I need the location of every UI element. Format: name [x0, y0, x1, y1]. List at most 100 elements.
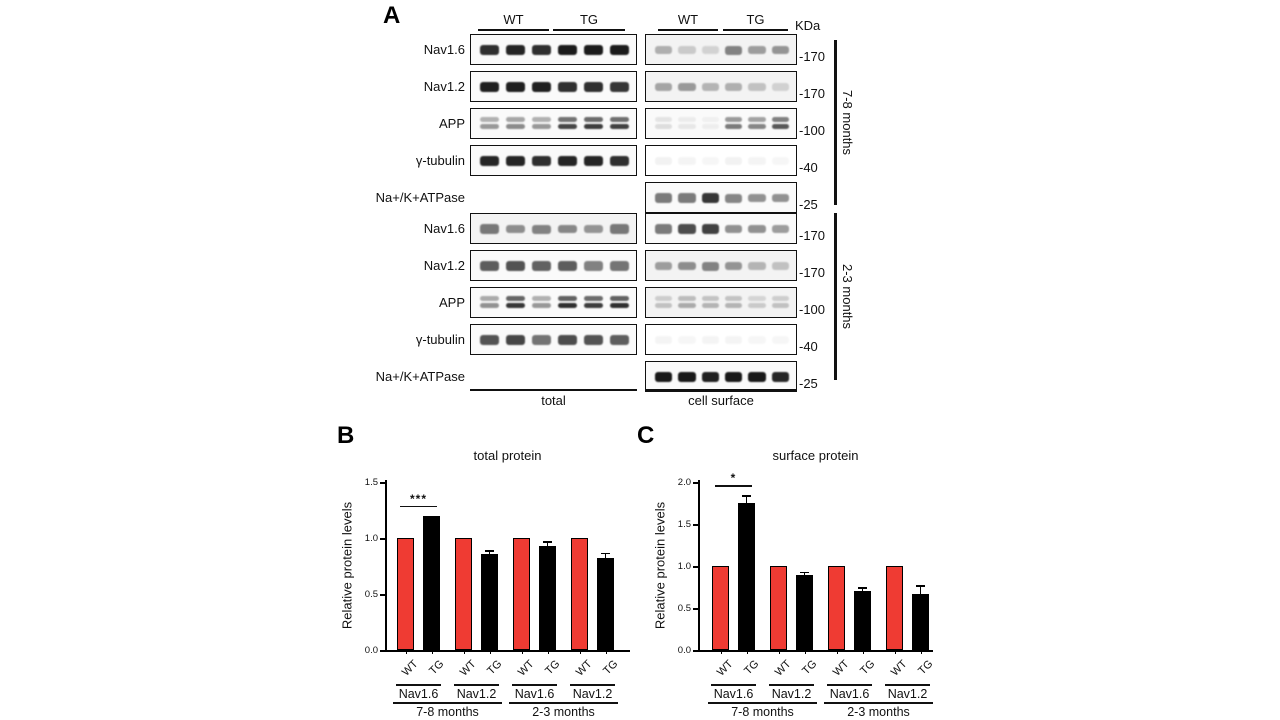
age-group-label: 2-3 months: [847, 705, 910, 719]
blot-box-surface: [645, 34, 797, 65]
bar-wt: [712, 566, 729, 650]
blot-row-label: γ-tubulin: [415, 332, 465, 347]
molecular-weight-label: -170: [799, 86, 826, 101]
kda-unit-label: KDa: [795, 18, 821, 33]
blot-band: [583, 303, 603, 308]
blot-band: [557, 124, 577, 129]
blot-band: [583, 81, 603, 93]
blot-band: [480, 155, 500, 167]
blot-band: [655, 303, 673, 308]
error-bar-line: [604, 552, 607, 559]
y-tick-label: 0.5: [364, 589, 378, 600]
error-bar-cap: [601, 552, 610, 555]
blot-band: [725, 117, 743, 122]
blot-band: [609, 296, 629, 301]
x-tick-label-tg: TG: [600, 658, 620, 678]
blot-band: [583, 124, 603, 129]
blot-band: [480, 44, 500, 56]
protein-group-overline: [512, 684, 557, 686]
protein-group-label: Nav1.2: [887, 687, 928, 701]
blot-band: [701, 261, 719, 271]
bar-tg: [912, 593, 929, 650]
blot-row-label: Nav1.6: [423, 42, 465, 57]
molecular-weight-label: -25: [799, 376, 818, 391]
protein-group-label: Nav1.6: [829, 687, 870, 701]
blot-box-surface: [645, 287, 797, 318]
protein-group-overline: [769, 684, 814, 686]
molecular-weight-label: -100: [799, 123, 826, 138]
protein-group-overline: [827, 684, 872, 686]
x-tick-label-tg: TG: [484, 658, 504, 678]
blot-band: [725, 336, 743, 344]
blot-band: [725, 193, 743, 203]
blot-box-total: [470, 287, 637, 318]
age-group-overline: [824, 702, 933, 704]
lane-header-tg-total: TG: [579, 12, 599, 27]
blot-band: [557, 261, 577, 271]
lane-header-tg-surface: TG: [746, 12, 765, 27]
bar-wt: [455, 538, 472, 650]
y-axis-line: [385, 480, 387, 650]
error-bar-cap: [800, 571, 809, 574]
blot-band: [701, 124, 719, 129]
blot-band: [480, 303, 500, 308]
x-tick-label-tg: TG: [426, 658, 446, 678]
surface-overline: [645, 389, 797, 391]
blot-band: [748, 296, 766, 301]
significance-line: [400, 505, 437, 508]
x-tick-label-tg: TG: [915, 658, 935, 678]
blot-band: [655, 124, 673, 129]
blot-band: [678, 193, 696, 203]
blot-band: [609, 124, 629, 129]
x-tick-label-tg: TG: [799, 658, 819, 678]
protein-group-overline: [396, 684, 441, 686]
blot-box-surface: [645, 182, 797, 213]
blot-row-label: Nav1.2: [423, 79, 465, 94]
blot-band: [557, 44, 577, 56]
panel-a-letter: A: [383, 2, 401, 29]
blot-band: [557, 155, 577, 167]
age-group-overline: [708, 702, 817, 704]
blot-band: [655, 45, 673, 55]
x-tick-mark: [836, 650, 838, 654]
blot-band: [480, 224, 500, 234]
blot-band: [480, 261, 500, 271]
error-bar-line: [861, 587, 864, 592]
blot-band: [609, 117, 629, 122]
blot-band: [506, 44, 526, 56]
x-axis-line: [698, 650, 933, 652]
chart-title: total protein: [473, 448, 542, 463]
blot-band: [678, 303, 696, 308]
blot-band: [748, 303, 766, 308]
blot-band: [771, 124, 789, 129]
blot-band: [532, 303, 552, 308]
blot-band: [506, 334, 526, 346]
bar-wt: [770, 566, 787, 650]
age-label-2-3-months: 2-3 months: [840, 263, 855, 330]
x-tick-mark: [405, 650, 407, 654]
blot-band: [655, 296, 673, 301]
blot-box-surface: [645, 213, 797, 244]
condition-label-surface: cell surface: [688, 393, 754, 408]
blot-band: [557, 81, 577, 93]
bar-tg: [423, 515, 440, 650]
panel-letter-b: B: [337, 422, 355, 449]
blot-band: [748, 45, 766, 55]
blot-band: [506, 124, 526, 129]
bar-tg: [539, 545, 556, 650]
x-tick-mark: [431, 650, 433, 654]
x-tick-label-tg: TG: [542, 658, 562, 678]
blot-band: [557, 303, 577, 308]
y-tick-label: 0.0: [364, 645, 378, 656]
y-tick-mark: [693, 608, 698, 610]
total-overline: [470, 389, 637, 391]
molecular-weight-label: -40: [799, 160, 818, 175]
blot-band: [678, 157, 696, 165]
age-bracket-2-3: [834, 213, 837, 380]
blot-box-surface: [645, 250, 797, 281]
age-group-label: 7-8 months: [731, 705, 794, 719]
blot-band: [557, 117, 577, 122]
blot-band: [480, 117, 500, 122]
x-tick-mark: [579, 650, 581, 654]
x-tick-mark: [605, 650, 607, 654]
